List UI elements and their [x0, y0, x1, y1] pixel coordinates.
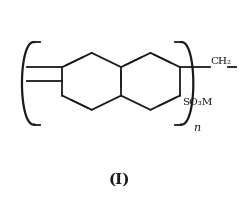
Text: n: n [193, 123, 200, 133]
Text: SO₃M: SO₃M [182, 98, 213, 107]
Text: CH₂: CH₂ [211, 57, 232, 66]
Text: (I): (I) [109, 173, 131, 187]
